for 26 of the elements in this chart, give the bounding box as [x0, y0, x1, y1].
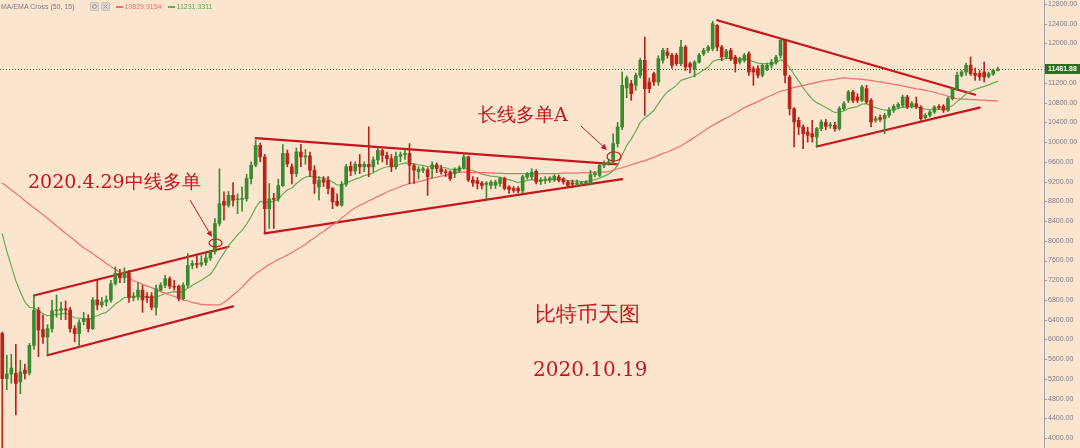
candlestick — [543, 176, 548, 184]
annotation: 长线多单A — [478, 103, 568, 125]
candlestick — [299, 143, 303, 168]
candlestick — [973, 67, 977, 81]
candlestick — [99, 297, 104, 308]
candlestick — [195, 255, 199, 269]
candlestick — [231, 182, 235, 207]
candlestick — [222, 191, 226, 221]
candlestick — [403, 149, 407, 160]
annotation: 2020.4.29中线多单 — [28, 170, 201, 192]
candlestick — [828, 122, 833, 129]
candlestick — [538, 177, 543, 185]
candlestick — [95, 279, 100, 311]
candlestick — [14, 344, 18, 416]
text: 2020.10.19 — [533, 357, 648, 381]
candlestick — [271, 193, 276, 229]
candlestick — [810, 120, 815, 143]
candlestick — [41, 314, 45, 344]
text: 比特币天图 — [535, 302, 640, 326]
candlestick — [366, 126, 371, 177]
candlestick — [59, 301, 63, 321]
candlestick — [267, 183, 272, 229]
candlestick — [471, 176, 475, 187]
candlestick — [443, 168, 448, 177]
candlestick — [357, 154, 362, 174]
candlestick — [4, 354, 9, 391]
